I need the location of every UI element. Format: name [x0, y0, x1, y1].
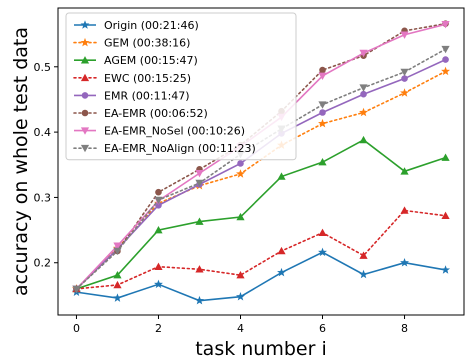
- data-point-origin: [277, 267, 286, 277]
- data-point-agem: [113, 271, 122, 279]
- data-point-ea-emr-noalign: [400, 68, 409, 77]
- data-point-ewc: [277, 246, 286, 255]
- data-point-gem: [318, 118, 327, 128]
- legend-item-agem: AGEM (00:15:47): [74, 54, 198, 67]
- legend-box: [65, 12, 297, 161]
- data-point-emr: [442, 56, 449, 63]
- data-point-gem: [359, 107, 368, 117]
- legend-item-ea-emr: EA-EMR (00:06:52): [73, 107, 208, 120]
- data-point-emr: [360, 90, 367, 98]
- legend-marker-ea-emr-nosel: [80, 127, 90, 135]
- legend-item-gem: GEM (00:38:16): [73, 37, 190, 50]
- data-point-agem: [236, 212, 245, 221]
- data-point-ea-emr-noalign: [113, 247, 122, 256]
- data-point-ewc: [318, 228, 327, 236]
- legend-label-origin: Origin (00:21:46): [104, 19, 199, 32]
- data-point-ea-emr-nosel: [359, 49, 368, 58]
- series-line-ewc: [75, 209, 447, 290]
- data-point-ewc: [359, 251, 368, 259]
- legend-label-ea-emr-nosel: EA-EMR_NoSel (00:10:26): [104, 125, 245, 138]
- series-origin: [71, 247, 451, 305]
- data-point-ea-emr-nosel: [441, 21, 450, 29]
- data-point-agem: [441, 153, 450, 161]
- x-tick-label: 6: [319, 322, 326, 335]
- data-point-origin: [154, 279, 163, 289]
- x-tick-label: 2: [155, 322, 162, 335]
- data-point-ea-emr-noalign: [195, 179, 204, 188]
- data-point-gem: [441, 66, 451, 76]
- data-point-ea-emr-nosel: [318, 72, 327, 81]
- legend-marker-agem: [80, 56, 90, 64]
- y-tick-label: 0.2: [34, 257, 52, 270]
- data-point-ea-emr-noalign: [359, 84, 368, 92]
- data-point-ewc: [154, 262, 163, 270]
- data-point-agem: [277, 172, 286, 180]
- series-ewc: [72, 206, 450, 293]
- data-point-origin: [359, 269, 368, 279]
- data-point-ewc: [400, 206, 409, 214]
- data-point-emr: [237, 160, 244, 167]
- legend-label-emr: EMR (00:11:47): [104, 89, 190, 102]
- data-point-origin: [112, 293, 122, 302]
- data-point-agem: [318, 158, 327, 166]
- data-point-agem: [154, 225, 163, 234]
- y-axis: 0.2 0.3 0.4 0.5: [34, 61, 58, 270]
- legend-marker-gem: [80, 37, 90, 47]
- legend-item-ea-emr-noalign: EA-EMR_NoAlign (00:11:23): [73, 142, 256, 155]
- legend-marker-ewc: [80, 73, 90, 82]
- legend-item-ewc: EWC (00:15:25): [73, 72, 191, 85]
- data-point-agem: [400, 167, 409, 175]
- legend-label-agem: AGEM (00:15:47): [104, 54, 198, 67]
- data-point-gem: [236, 169, 245, 178]
- data-point-ea-emr-noalign: [154, 196, 163, 205]
- series-line-agem: [76, 138, 446, 290]
- data-point-ewc: [195, 265, 204, 273]
- data-point-ewc: [113, 280, 122, 289]
- x-tick-label: 8: [401, 322, 408, 335]
- y-tick-label: 0.5: [34, 61, 52, 74]
- data-point-agem: [195, 217, 204, 225]
- data-point-ewc: [236, 271, 245, 279]
- legend-marker-origin: [80, 20, 90, 29]
- data-point-ewc: [441, 211, 450, 219]
- data-point-agem: [359, 135, 368, 144]
- legend-item-emr: EMR (00:11:47): [74, 89, 190, 102]
- data-point-ea-emr-noalign: [441, 45, 450, 54]
- plot-frame: [57, 7, 465, 316]
- y-axis-title: accuracy on whole test data: [10, 27, 32, 296]
- data-point-origin: [441, 265, 451, 274]
- data-point-ea-emr-noalign: [318, 101, 327, 109]
- legend-marker-ea-emr: [81, 109, 89, 117]
- legend-label-ewc: EWC (00:15:25): [104, 72, 191, 85]
- legend-marker-emr: [81, 92, 89, 99]
- data-point-ea-emr: [155, 188, 162, 196]
- x-axis-title: task number i: [195, 338, 327, 360]
- legend-item-origin: Origin (00:21:46): [74, 19, 199, 32]
- legend-label-ea-emr: EA-EMR (00:06:52): [104, 107, 208, 120]
- legend-item-ea-emr-nosel: EA-EMR_NoSel (00:10:26): [74, 125, 245, 138]
- legend: Origin (00:21:46) GEM (00:38:16) AGEM (00:…: [65, 12, 297, 161]
- data-point-emr: [401, 75, 408, 82]
- data-point-gem: [400, 88, 410, 97]
- data-point-origin: [195, 295, 204, 305]
- data-point-ea-emr-noalign: [72, 285, 81, 293]
- data-point-emr: [319, 109, 326, 116]
- x-axis: 0 2 4 6 8: [73, 315, 408, 335]
- data-point-origin: [400, 258, 410, 267]
- data-point-origin: [318, 247, 327, 257]
- data-point-origin: [236, 292, 245, 301]
- legend-label-ea-emr-noalign: EA-EMR_NoAlign (00:11:23): [104, 142, 256, 155]
- data-point-ea-emr: [319, 66, 326, 74]
- legend-label-gem: GEM (00:38:16): [104, 37, 190, 50]
- x-tick-label: 0: [73, 322, 80, 335]
- data-point-ea-emr-nosel: [113, 242, 122, 250]
- data-point-ea-emr-nosel: [400, 31, 409, 39]
- data-point-ea-emr-nosel: [195, 169, 204, 178]
- legend-marker-ea-emr-noalign: [80, 144, 90, 153]
- x-tick-label: 4: [237, 322, 244, 335]
- series-line-origin: [76, 251, 446, 302]
- y-tick-label: 0.4: [34, 126, 52, 139]
- y-tick-label: 0.3: [34, 191, 52, 204]
